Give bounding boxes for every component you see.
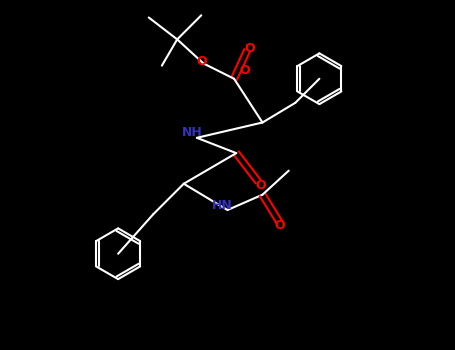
Text: NH: NH bbox=[182, 126, 203, 139]
Text: O: O bbox=[244, 42, 255, 55]
Text: O: O bbox=[240, 63, 250, 77]
Text: HN: HN bbox=[212, 199, 233, 212]
Text: O: O bbox=[255, 180, 266, 193]
Text: O: O bbox=[196, 55, 207, 68]
Text: O: O bbox=[275, 219, 285, 232]
